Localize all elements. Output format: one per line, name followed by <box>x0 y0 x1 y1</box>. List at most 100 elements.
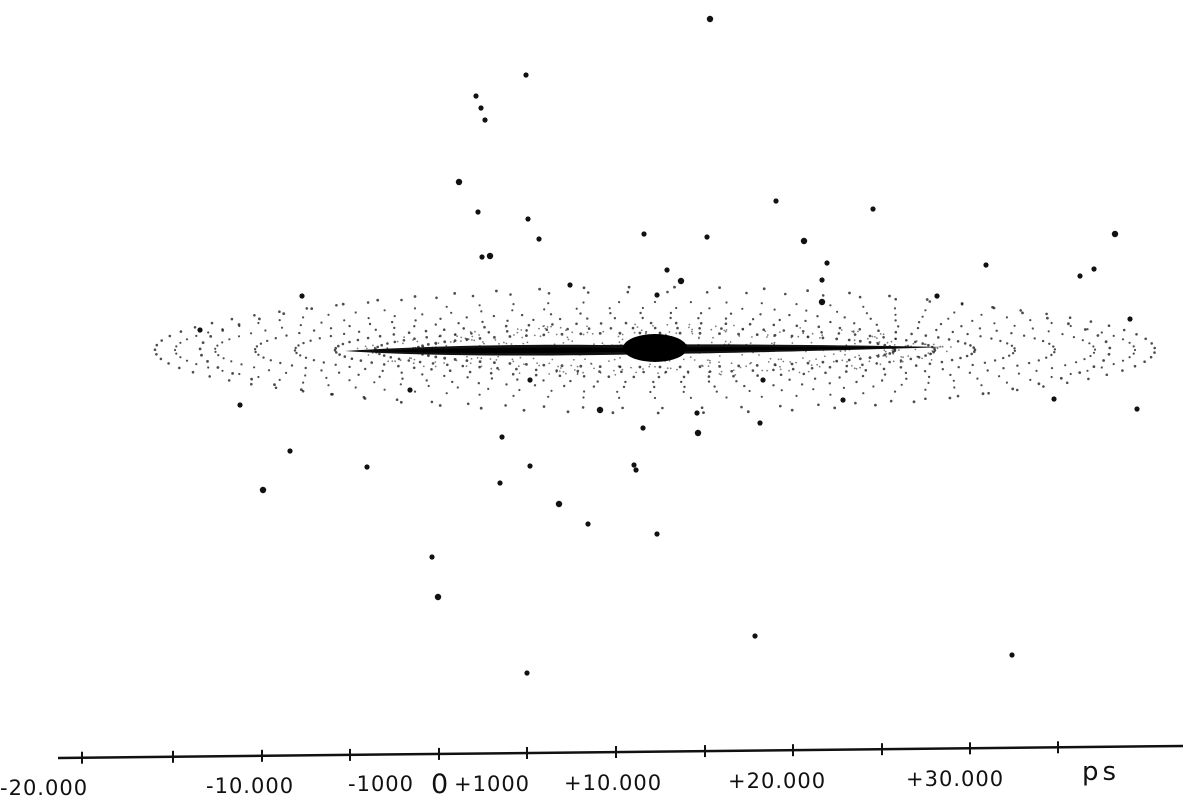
halo-dot <box>285 372 287 374</box>
halo-dot <box>788 370 790 372</box>
halo-dot <box>509 293 512 296</box>
halo-dot <box>795 362 797 364</box>
halo-dot <box>767 334 769 336</box>
halo-dot <box>960 325 962 327</box>
halo-dot <box>634 332 636 334</box>
halo-dot <box>750 342 752 344</box>
halo-dot <box>602 342 604 344</box>
halo-dot <box>935 329 937 331</box>
halo-dot <box>542 334 545 337</box>
halo-dot <box>1088 342 1090 344</box>
halo-dot <box>624 381 626 383</box>
halo-dot <box>859 367 861 369</box>
halo-dot <box>901 384 903 386</box>
halo-dot <box>456 335 458 337</box>
halo-dot <box>971 320 973 322</box>
halo-dot <box>383 354 386 357</box>
halo-dot <box>701 406 704 409</box>
halo-dot <box>1083 358 1085 360</box>
halo-dot <box>1144 338 1147 341</box>
halo-dot <box>482 341 484 343</box>
halo-dot <box>403 339 406 342</box>
halo-dot <box>543 405 546 408</box>
halo-dot <box>676 327 679 330</box>
halo-dot <box>592 333 594 335</box>
halo-dot <box>438 336 440 338</box>
halo-dot <box>706 291 709 294</box>
halo-dot <box>435 343 437 345</box>
halo-dot <box>673 286 676 289</box>
halo-dot <box>949 397 952 400</box>
halo-dot <box>740 406 743 409</box>
halo-dot <box>300 324 302 326</box>
halo-dot <box>916 340 918 342</box>
halo-dot <box>730 313 732 315</box>
halo-dot <box>517 332 519 334</box>
halo-dot <box>999 340 1001 342</box>
halo-dot <box>1014 350 1016 352</box>
halo-dot <box>313 359 315 361</box>
halo-dot <box>231 318 234 321</box>
halo-dot <box>394 315 396 317</box>
halo-dot <box>645 331 647 333</box>
globular-cluster-dot <box>585 521 590 526</box>
halo-dot <box>490 358 492 360</box>
tick-label-minus-10000: -10.000 <box>206 774 294 798</box>
halo-dot <box>900 356 902 358</box>
globular-cluster-dot <box>287 448 292 453</box>
halo-dot <box>838 332 841 335</box>
halo-dot <box>1105 340 1108 343</box>
halo-dot <box>886 356 888 358</box>
halo-dot <box>445 345 447 347</box>
halo-dot <box>582 396 584 398</box>
halo-dot <box>718 365 721 368</box>
halo-dot <box>833 361 835 363</box>
halo-dot <box>675 307 677 309</box>
halo-dot <box>498 369 500 371</box>
halo-dot <box>330 327 332 329</box>
halo-dot <box>1042 385 1045 388</box>
halo-dot <box>369 323 371 325</box>
halo-dot <box>302 342 304 344</box>
halo-dot <box>918 321 920 323</box>
halo-dot <box>641 329 643 331</box>
halo-dot <box>921 358 923 360</box>
halo-dot <box>306 307 309 310</box>
halo-dot <box>576 308 578 310</box>
halo-dot <box>1133 345 1135 347</box>
halo-dot <box>894 319 896 321</box>
halo-dot <box>745 292 748 295</box>
halo-dot <box>854 356 856 358</box>
halo-dot <box>675 332 677 334</box>
halo-dot <box>816 364 818 366</box>
globular-cluster-dot <box>819 277 824 282</box>
halo-dot <box>1102 359 1105 362</box>
halo-dot <box>619 332 622 335</box>
halo-dot <box>927 382 929 384</box>
halo-dot <box>513 334 515 336</box>
halo-dot <box>257 376 259 378</box>
halo-dot <box>1002 367 1004 369</box>
halo-dot <box>416 341 418 343</box>
halo-dot <box>547 302 549 304</box>
halo-dot <box>1082 339 1084 341</box>
halo-dot <box>511 343 513 345</box>
halo-dot <box>320 369 322 371</box>
halo-dot <box>561 333 564 336</box>
halo-dot <box>563 342 565 344</box>
halo-dot <box>1092 345 1094 347</box>
halo-dot <box>567 410 570 413</box>
halo-dot <box>538 365 540 367</box>
halo-dot <box>334 347 337 350</box>
halo-dot <box>687 372 689 374</box>
halo-dot <box>262 356 264 358</box>
halo-dot <box>295 352 297 354</box>
halo-dot <box>924 398 927 401</box>
halo-dot <box>924 309 926 311</box>
halo-dot <box>446 364 449 367</box>
globular-cluster-dot <box>429 554 434 559</box>
halo-dot <box>320 322 322 324</box>
halo-dot <box>883 368 886 371</box>
globular-cluster-dot <box>527 377 532 382</box>
halo-dot <box>1021 312 1024 315</box>
